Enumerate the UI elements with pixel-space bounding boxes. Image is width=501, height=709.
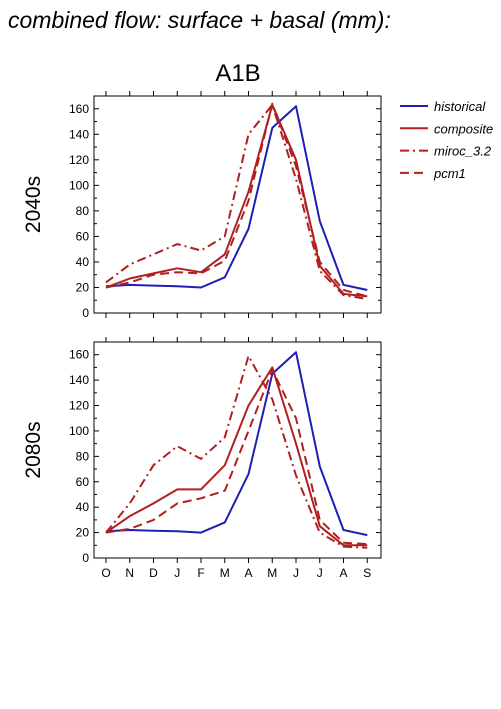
y-tick-label: 0: [82, 306, 89, 320]
y-tick-label: 60: [76, 229, 90, 243]
plot-frame: [93, 95, 382, 314]
x-tick-label: O: [101, 566, 110, 580]
y-tick-label: 80: [76, 204, 90, 218]
x-tick-label: A: [244, 566, 252, 580]
x-tick-label: N: [125, 566, 134, 580]
plot-frame: [93, 341, 382, 559]
series-line-pcm1: [105, 369, 368, 545]
legend-label: miroc_3.2: [434, 144, 492, 159]
y-tick-label: 80: [76, 449, 90, 463]
legend-label: pcm1: [433, 166, 466, 181]
x-tick-label: S: [363, 566, 371, 580]
scenario-title: A1B: [215, 60, 260, 87]
y-tick-label: 40: [76, 255, 90, 269]
panel-label: 2080s: [22, 421, 45, 478]
y-tick-label: 20: [76, 280, 90, 294]
panel-2040s: 0 20 40 60 80 100 120 140 160 2040s: [22, 91, 382, 320]
y-tick-label: 20: [76, 526, 90, 540]
y-tick-label: 100: [69, 424, 89, 438]
y-tick-label: 40: [76, 500, 90, 514]
series-line-pcm1: [105, 102, 368, 298]
y-tick-label: 140: [69, 127, 89, 141]
x-tick-label: D: [149, 566, 158, 580]
series-line-historical: [105, 351, 368, 537]
series-line-miroc-3-2: [105, 355, 368, 549]
y-tick-label: 140: [69, 373, 89, 387]
x-tick-label: F: [197, 566, 204, 580]
x-tick-label: J: [317, 566, 323, 580]
y-tick-label: 60: [76, 475, 90, 489]
legend: historical composite miroc_3.2 pcm1: [400, 99, 493, 181]
panel-label: 2040s: [22, 176, 45, 233]
y-tick-label: 120: [69, 399, 89, 413]
y-tick-label: 120: [69, 153, 89, 167]
x-tick-label: M: [220, 566, 230, 580]
legend-label: historical: [434, 99, 486, 114]
series-line-miroc-3-2: [105, 103, 368, 300]
y-tick-label: 160: [69, 348, 89, 362]
x-tick-label: J: [293, 566, 299, 580]
figure-title: combined flow: surface + basal (mm):: [8, 7, 391, 33]
y-tick-label: 100: [69, 178, 89, 192]
legend-label: composite: [434, 121, 493, 136]
series-line-composite: [105, 103, 368, 298]
x-tick-label: J: [174, 566, 180, 580]
y-tick-label: 160: [69, 102, 89, 116]
series-line-historical: [105, 105, 368, 291]
y-tick-label: 0: [82, 551, 89, 565]
x-tick-label: A: [339, 566, 347, 580]
x-tick-label: M: [267, 566, 277, 580]
series-line-composite: [105, 366, 368, 547]
